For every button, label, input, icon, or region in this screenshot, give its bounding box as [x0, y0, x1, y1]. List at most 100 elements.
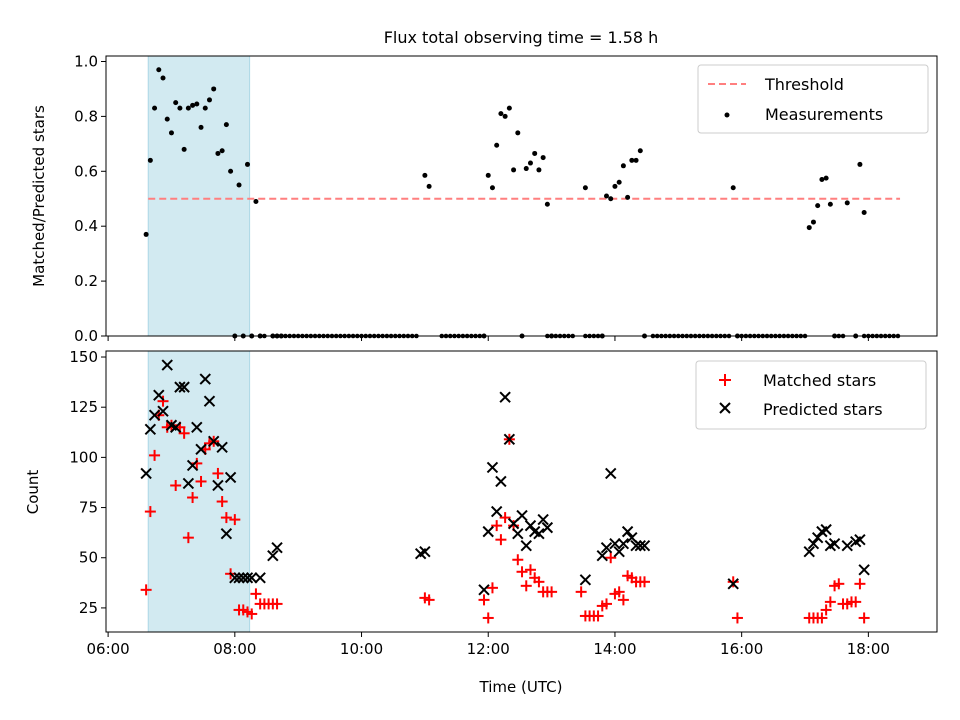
- matched-star-marker: [482, 612, 494, 624]
- measurement-point: [844, 200, 850, 206]
- top-y-ticks: 0.0 0.2 0.4 0.6 0.8 1.0: [74, 52, 106, 345]
- measurement-point: [827, 201, 833, 207]
- predicted-star-marker: [178, 381, 190, 393]
- predicted-star-marker: [148, 409, 161, 421]
- top-shaded-band: [147, 55, 251, 337]
- matched-star-marker: [613, 586, 625, 598]
- legend-predicted-swatch: [719, 402, 731, 414]
- predicted-star-marker: [841, 539, 853, 552]
- matched-star-marker: [592, 610, 604, 622]
- matched-star-marker: [144, 506, 156, 518]
- top-axes-frame: [105, 55, 938, 337]
- predicted-star-marker: [495, 475, 507, 488]
- predicted-star-marker: [191, 421, 203, 433]
- matched-star-marker: [212, 467, 224, 479]
- measurement-point: [152, 105, 158, 111]
- predicted-star-marker: [541, 521, 554, 534]
- measurement-point: [612, 183, 618, 189]
- predicted-star-marker: [854, 533, 866, 546]
- predicted-star-marker: [727, 578, 739, 590]
- bottom-y-tick-label: 25: [79, 599, 98, 617]
- matched-star-marker: [858, 612, 870, 624]
- predicted-star-marker: [490, 505, 503, 518]
- measurement-point: [426, 183, 432, 189]
- predicted-star-marker: [241, 572, 254, 584]
- measurement-point: [857, 161, 863, 167]
- bottom-y-axis-label: Count: [24, 470, 42, 515]
- measurement-point: [629, 157, 635, 163]
- predicted-star-marker: [617, 537, 630, 550]
- matched-star-marker: [178, 427, 190, 439]
- matched-star-marker: [850, 596, 862, 608]
- x-tick-label: 16:00: [720, 640, 763, 658]
- matched-star-marker: [639, 576, 651, 588]
- predicted-star-marker: [182, 477, 195, 490]
- top-panel: 0.0 0.2 0.4 0.6 0.8 1.0 Matched/Predicted sta…: [30, 52, 938, 345]
- x-tick-label: 10:00: [340, 640, 383, 658]
- top-y-tick-label: 0.8: [74, 107, 98, 125]
- matched-star-marker: [149, 449, 161, 461]
- measurement-point: [236, 182, 242, 188]
- matched-star-marker: [271, 598, 283, 610]
- measurement-point: [215, 150, 221, 156]
- predicted-star-marker: [478, 584, 490, 596]
- measurement-point: [228, 168, 234, 174]
- measurement-point: [244, 161, 250, 167]
- legend-threshold-label: Threshold: [764, 75, 844, 94]
- measurement-point: [502, 113, 508, 119]
- top-y-axis-label: Matched/Predicted stars: [30, 105, 48, 287]
- predicted-star-marker: [613, 546, 625, 558]
- measurement-point: [506, 105, 512, 111]
- matched-star-marker: [229, 514, 241, 526]
- predicted-star-marker: [520, 539, 532, 552]
- matched-star-marker: [833, 578, 845, 590]
- predicted-star-marker: [499, 391, 511, 403]
- predicted-star-marker: [807, 537, 820, 550]
- x-axis-label: Time (UTC): [479, 678, 563, 696]
- predicted-star-marker: [157, 405, 169, 417]
- measurement-point: [156, 67, 162, 73]
- bottom-shaded-band: [147, 350, 251, 633]
- predicted-star-marker: [579, 574, 592, 586]
- measurement-points: [143, 67, 867, 339]
- predicted-star-marker: [512, 527, 524, 540]
- predicted-star-marker: [229, 572, 241, 584]
- predicted-star-marker: [153, 389, 165, 401]
- predicted-star-marker: [600, 541, 613, 554]
- matched-star-marker: [495, 534, 507, 546]
- top-legend: Threshold Measurements: [697, 64, 929, 134]
- bottom-y-tick-label: 75: [79, 499, 98, 517]
- matched-star-marker: [824, 596, 836, 608]
- measurement-point: [202, 105, 208, 111]
- predicted-star-marker: [207, 435, 220, 448]
- measurement-point: [190, 102, 196, 108]
- top-y-tick-label: 0.0: [74, 327, 98, 345]
- legend-predicted-label: Predicted stars: [763, 400, 883, 419]
- measurement-point: [515, 130, 521, 136]
- matched-star-marker: [731, 612, 743, 624]
- measurement-point: [582, 185, 588, 191]
- measurement-point: [823, 175, 829, 181]
- matched-star-marker: [187, 492, 199, 504]
- measurement-point: [422, 172, 428, 178]
- predicted-star-marker: [246, 572, 258, 584]
- measurement-point: [637, 148, 643, 154]
- predicted-star-marker: [237, 572, 249, 584]
- measurement-point: [806, 225, 812, 231]
- predicted-star-marker: [174, 381, 186, 393]
- measurement-point: [540, 155, 546, 161]
- legend-measurements-swatch: [724, 112, 730, 118]
- matched-star-marker: [533, 576, 545, 588]
- measurement-point: [223, 122, 229, 128]
- predicted-star-marker: [233, 572, 245, 584]
- predicted-star-marker: [216, 441, 228, 454]
- measurement-point: [532, 150, 538, 156]
- measurement-point: [253, 198, 259, 204]
- measurement-point: [511, 167, 517, 173]
- predicted-star-marker: [503, 433, 516, 446]
- predicted-star-marker: [203, 395, 216, 407]
- predicted-star-marker: [169, 421, 182, 433]
- matched-star-marker: [520, 580, 532, 592]
- predicted-star-marker: [609, 537, 621, 550]
